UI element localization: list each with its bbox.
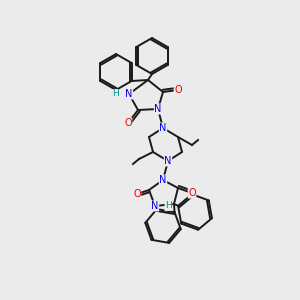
- Text: N: N: [154, 104, 162, 114]
- Text: N: N: [164, 156, 172, 166]
- Text: O: O: [133, 189, 141, 199]
- Text: O: O: [188, 188, 196, 198]
- Text: H: H: [165, 202, 172, 211]
- Text: N: N: [125, 89, 133, 99]
- Text: H: H: [112, 89, 119, 98]
- Text: O: O: [174, 85, 182, 95]
- Text: N: N: [159, 175, 167, 185]
- Text: N: N: [159, 123, 167, 133]
- Text: N: N: [151, 201, 159, 211]
- Text: O: O: [124, 118, 132, 128]
